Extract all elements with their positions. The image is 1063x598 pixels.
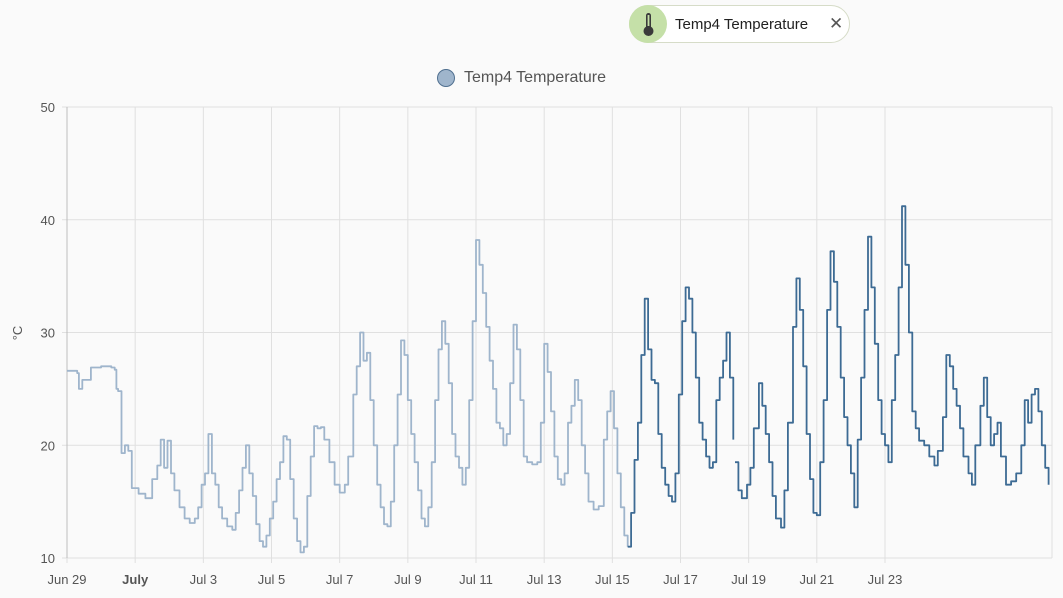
x-tick-label: Jul 7 (326, 572, 353, 587)
x-tick-label: Jul 21 (799, 572, 834, 587)
y-tick-label: 20 (41, 438, 55, 453)
x-tick-label: Jun 29 (47, 572, 86, 587)
series-line-dark (627, 286, 735, 548)
x-tick-label: July (122, 572, 149, 587)
y-axis-label: °C (10, 326, 25, 341)
series-line-dark (735, 205, 1050, 529)
x-tick-label: Jul 13 (527, 572, 562, 587)
x-tick-label: Jul 23 (868, 572, 903, 587)
series-line-light (67, 239, 629, 554)
x-tick-label: Jul 11 (459, 572, 493, 587)
chip-label: Temp4 Temperature (675, 16, 809, 33)
x-tick-label: Jul 19 (731, 572, 766, 587)
x-tick-label: Jul 3 (190, 572, 217, 587)
chart-legend[interactable]: Temp4 Temperature (437, 67, 606, 89)
legend-swatch (437, 69, 455, 87)
y-tick-label: 10 (41, 551, 55, 566)
x-tick-label: Jul 9 (394, 572, 421, 587)
thermometer-icon (629, 5, 667, 43)
y-tick-label: 30 (41, 326, 55, 341)
x-tick-label: Jul 5 (258, 572, 285, 587)
x-tick-label: Jul 15 (595, 572, 630, 587)
entity-chip[interactable]: Temp4 Temperature ✕ (629, 5, 850, 43)
x-tick-label: Jul 17 (663, 572, 698, 587)
y-tick-label: 40 (41, 213, 55, 228)
y-tick-label: 50 (41, 100, 55, 115)
legend-label: Temp4 Temperature (464, 69, 606, 86)
close-icon[interactable]: ✕ (829, 14, 844, 33)
